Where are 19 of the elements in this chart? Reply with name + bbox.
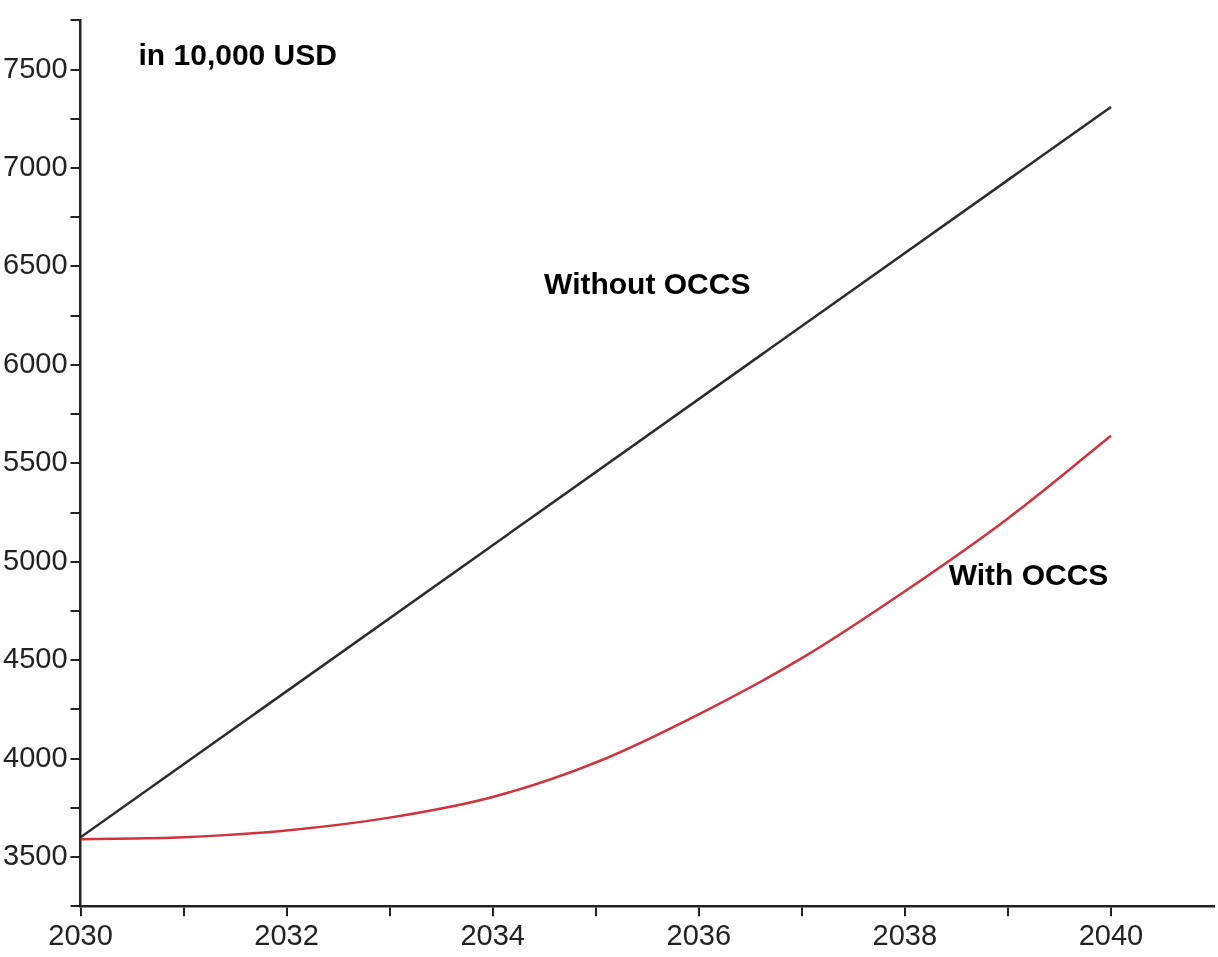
- x-tick-label: 2032: [254, 918, 319, 951]
- y-tick-label: 6500: [3, 248, 68, 281]
- x-tick-label: 2040: [1078, 918, 1144, 951]
- y-tick-label: 4500: [3, 642, 68, 675]
- x-tick-label: 2036: [666, 918, 732, 951]
- y-axis-title: in 10,000 USD: [138, 37, 337, 71]
- series-label: Without OCCS: [544, 266, 751, 300]
- y-tick-label: 4000: [3, 740, 68, 773]
- x-tick-label: 2030: [48, 918, 113, 951]
- line-series: [80, 434, 1113, 841]
- y-tick-label: 3500: [3, 838, 68, 871]
- y-tick-label: 5000: [3, 543, 68, 576]
- y-tick-label: 6000: [3, 346, 68, 379]
- y-tick-label: 5500: [3, 445, 68, 478]
- x-tick-label: 2034: [460, 918, 525, 951]
- series-label: With OCCS: [948, 558, 1109, 592]
- y-tick-label: 7500: [3, 51, 68, 84]
- x-tick-label: 2038: [872, 918, 938, 951]
- y-tick-label: 7000: [3, 150, 68, 183]
